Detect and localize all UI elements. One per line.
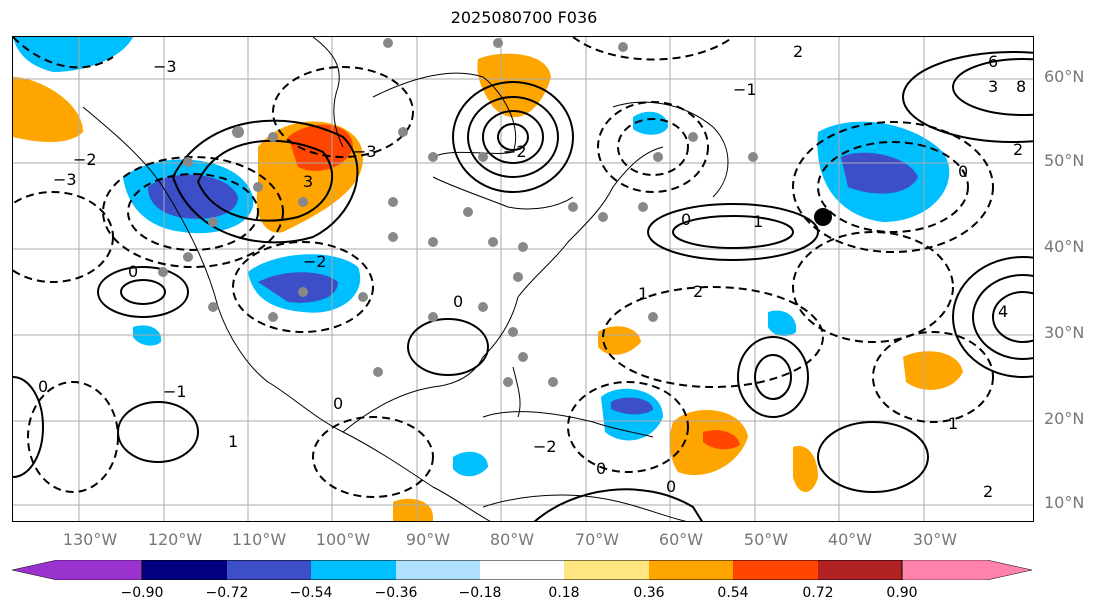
- colorbar-tick-label: −0.72: [205, 585, 249, 601]
- contour-label: −3: [353, 142, 377, 161]
- positive-anomaly-region: [598, 326, 641, 355]
- colorbar-segment: [227, 560, 311, 580]
- contour-label: −3: [53, 170, 77, 189]
- contour-label: 3: [988, 77, 998, 96]
- lon-label: 60°W: [658, 530, 704, 549]
- colorbar-tick-label: −0.36: [374, 585, 418, 601]
- lat-label: 40°N: [1044, 237, 1085, 256]
- colorbar-tick-label: 0.54: [717, 585, 749, 601]
- contour-label: 4: [998, 302, 1008, 321]
- positive-anomaly-region: [903, 351, 963, 390]
- colorbar-tick-label: −0.18: [458, 585, 502, 601]
- contour-label: 8: [1016, 77, 1026, 96]
- contour-label: −1: [163, 382, 187, 401]
- positive-contours: [13, 51, 1033, 521]
- negative-anomaly-region: [768, 310, 797, 337]
- lon-label: 130°W: [62, 530, 118, 549]
- lon-label: 70°W: [574, 530, 620, 549]
- colorbar-segment: [12, 560, 143, 580]
- lon-label: 120°W: [147, 530, 203, 549]
- contour-label: 1: [638, 284, 648, 303]
- contour-label: −2: [73, 150, 97, 169]
- lon-label: 30°W: [912, 530, 958, 549]
- lat-lon-grid: [13, 37, 1033, 521]
- contour-label: 2: [693, 282, 703, 301]
- lon-label: 90°W: [405, 530, 451, 549]
- contour-label: 3: [303, 172, 313, 191]
- lat-label: 10°N: [1044, 493, 1085, 512]
- lon-label: 50°W: [743, 530, 789, 549]
- contour-label: −3: [153, 57, 177, 76]
- colorbar-segment: [396, 560, 480, 580]
- negative-anomaly-region: [13, 37, 133, 72]
- contour-label: 0: [596, 459, 606, 478]
- colorbar-segment: [311, 560, 396, 580]
- anomaly-fills: [13, 37, 963, 521]
- strong-positive-anomaly-region: [288, 124, 353, 171]
- negative-anomaly-region: [453, 451, 488, 477]
- negative-anomaly-region: [633, 111, 668, 135]
- colorbar: [12, 560, 1033, 580]
- highlight-point: [814, 208, 832, 226]
- lon-label: 100°W: [315, 530, 371, 549]
- strong-negative-anomaly-region: [148, 174, 238, 219]
- contour-label: 0: [333, 394, 343, 413]
- negative-contours: [13, 37, 994, 498]
- contour-label: 2: [793, 42, 803, 61]
- colorbar-segment: [818, 560, 902, 580]
- contour-label: 0: [128, 262, 138, 281]
- contour-label: 2: [983, 482, 993, 501]
- lon-label: 80°W: [489, 530, 535, 549]
- contour-label: −2: [303, 252, 327, 271]
- contour-label: 0: [453, 292, 463, 311]
- map-panel[interactable]: −3 −2 −3 −1 0 1 0 2 −2 0 2 1 3 8 4 2 0 6…: [12, 36, 1034, 522]
- contour-label: 1: [753, 212, 763, 231]
- colorbar-segment: [733, 560, 818, 580]
- lat-label: 60°N: [1044, 67, 1085, 86]
- strong-negative-anomaly-region: [611, 397, 653, 415]
- colorbar-tick-label: 0.36: [633, 585, 665, 601]
- colorbar-segment: [142, 560, 227, 580]
- contour-label: 1: [228, 432, 238, 451]
- contour-labels: −3 −2 −3 −1 0 1 0 2 −2 0 2 1 3 8 4 2 0 6…: [38, 42, 1026, 501]
- strong-positive-anomaly-region: [703, 430, 740, 450]
- contour-label: 0: [38, 377, 48, 396]
- lon-label: 40°W: [827, 530, 873, 549]
- contour-label: 6: [988, 52, 998, 71]
- station-markers: [158, 38, 758, 387]
- colorbar-segment: [564, 560, 649, 580]
- positive-anomaly-region: [393, 498, 433, 521]
- strong-negative-anomaly-region: [258, 272, 338, 303]
- contour-label: −2: [533, 437, 557, 456]
- colorbar-tick-label: −0.54: [289, 585, 333, 601]
- contour-label: 0: [681, 210, 691, 229]
- map-title: 2025080700 F036: [450, 8, 598, 27]
- colorbar-tick-label: 0.18: [548, 585, 580, 601]
- colorbar-tick-label: 0.90: [886, 585, 918, 601]
- contour-label: −2: [503, 142, 527, 161]
- weather-map: −3 −2 −3 −1 0 1 0 2 −2 0 2 1 3 8 4 2 0 6…: [13, 37, 1033, 521]
- lat-label: 30°N: [1044, 323, 1085, 342]
- coastlines: [82, 37, 729, 521]
- colorbar-tick-label: 0.72: [802, 585, 834, 601]
- colorbar-tick-label: −0.90: [120, 585, 164, 601]
- contour-label: 0: [666, 477, 676, 496]
- positive-anomaly-region: [793, 446, 818, 492]
- colorbar-segment: [480, 560, 564, 580]
- contour-label: −1: [733, 80, 757, 99]
- lat-label: 20°N: [1044, 409, 1085, 428]
- lat-label: 50°N: [1044, 151, 1085, 170]
- contour-label: 1: [948, 414, 958, 433]
- colorbar-segment: [649, 560, 733, 580]
- positive-anomaly-region: [477, 53, 551, 118]
- positive-anomaly-region: [13, 77, 83, 142]
- contour-label: 0: [958, 162, 968, 181]
- contour-label: 2: [1013, 140, 1023, 159]
- colorbar-segment: [901, 560, 1033, 580]
- lon-label: 110°W: [231, 530, 287, 549]
